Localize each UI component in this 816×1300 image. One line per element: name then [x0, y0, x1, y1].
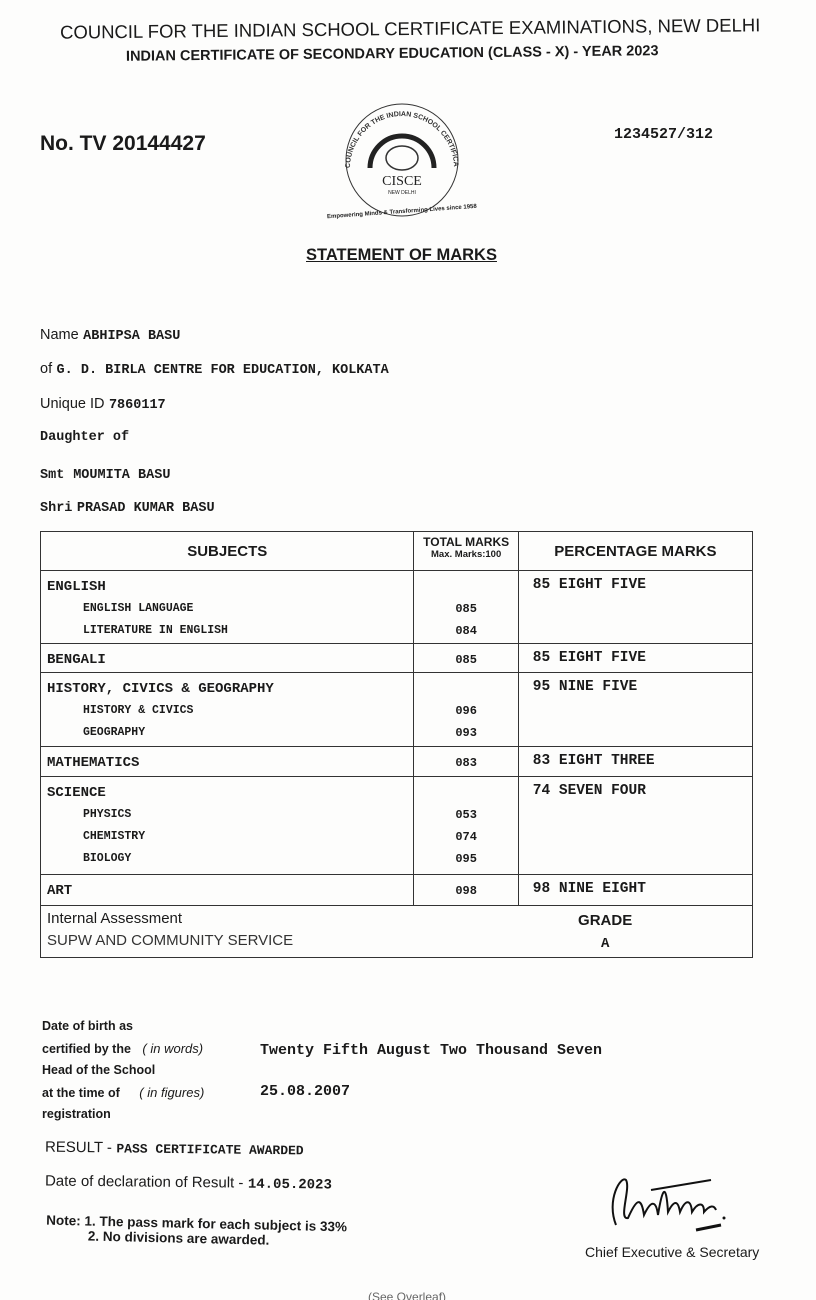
dob-words: Twenty Fifth August Two Thousand Seven	[260, 1042, 603, 1059]
mother-name: MOUMITA BASU	[73, 468, 171, 483]
percentage-marks: 74 SEVEN FOUR	[532, 783, 646, 799]
school-label: of	[40, 361, 53, 377]
table-row: BENGALI 085 85 EIGHT FIVE	[39, 643, 754, 673]
grade-label: GRADE	[578, 912, 633, 929]
serial-number: 1234527/312	[614, 126, 714, 143]
sub-subject-marks: 096	[455, 704, 477, 718]
sub-subject-name: LITERATURE IN ENGLISH	[83, 624, 228, 637]
sub-subject-name: PHYSICS	[83, 808, 132, 821]
table-row: ART 098 98 NINE EIGHT	[39, 874, 754, 906]
father-label: Shri	[40, 501, 73, 516]
subject-name: BENGALI	[47, 652, 106, 668]
dob-label-2: certified by the	[42, 1041, 131, 1056]
sub-subject-marks: 095	[455, 852, 477, 866]
header-percentage: PERCENTAGE MARKS	[517, 531, 754, 571]
certificate-number: No. TV 20144427	[40, 132, 206, 155]
subject-marks: 098	[455, 884, 477, 898]
sub-subject-name: CHEMISTRY	[83, 830, 146, 843]
table-row: ENGLISH ENGLISH LANGUAGE LITERATURE IN ENG…	[39, 570, 754, 644]
sub-subject-name: BIOLOGY	[83, 852, 132, 865]
sub-subject-marks: 093	[455, 726, 477, 740]
dob-label-5: registration	[42, 1107, 111, 1121]
svg-text:Empowering Minds & Transformin: Empowering Minds & Transforming Lives si…	[327, 204, 478, 220]
percentage-marks: 95 NINE FIVE	[532, 679, 638, 695]
table-row: MATHEMATICS 083 83 EIGHT THREE	[39, 746, 754, 777]
student-name: ABHIPSA BASU	[83, 329, 181, 344]
exam-name: INDIAN CERTIFICATE OF SECONDARY EDUCATIO…	[125, 43, 659, 65]
declaration-label: Date of declaration of Result -	[44, 1172, 244, 1192]
father-name: PRASAD KUMAR BASU	[76, 501, 215, 516]
internal-label: Internal Assessment	[47, 910, 183, 927]
percentage-marks: 83 EIGHT THREE	[532, 753, 655, 769]
result-label: RESULT -	[44, 1138, 113, 1157]
subject-name: ART	[47, 883, 73, 899]
result-value: PASS CERTIFICATE AWARDED	[116, 1141, 304, 1159]
sub-subject-name: GEOGRAPHY	[83, 726, 146, 739]
sub-subject-name: ENGLISH LANGUAGE	[83, 602, 194, 615]
subject-name: HISTORY, CIVICS & GEOGRAPHY	[47, 681, 274, 697]
relation: Daughter of	[40, 430, 130, 445]
signatory-title: Chief Executive & Secretary	[585, 1244, 760, 1260]
subject-name: ENGLISH	[47, 579, 106, 595]
name-label: Name	[40, 327, 79, 343]
grade-value: A	[600, 936, 610, 952]
elephant-icon	[385, 145, 419, 171]
dob-labels: Date of birth as certified by the ( in w…	[42, 1016, 204, 1126]
figures-label: ( in figures)	[139, 1084, 205, 1100]
see-overleaf: (See Overleaf)	[368, 1290, 447, 1300]
table-header: SUBJECTS TOTAL MARKS Max. Marks:100 PERCE…	[39, 531, 754, 571]
note-label: Note:	[46, 1212, 81, 1229]
svg-text:NEW DELHI: NEW DELHI	[388, 190, 416, 196]
sub-subject-marks: 085	[455, 602, 477, 616]
svg-text:CISCE: CISCE	[382, 174, 422, 189]
declaration-date: 14.05.2023	[247, 1176, 332, 1194]
internal-subject: SUPW AND COMMUNITY SERVICE	[47, 932, 294, 949]
table-row: HISTORY, CIVICS & GEOGRAPHY HISTORY & CIV…	[39, 672, 754, 747]
sub-subject-marks: 084	[455, 624, 477, 638]
subject-name: SCIENCE	[47, 785, 106, 801]
internal-assessment-row: Internal Assessment SUPW AND COMMUNITY S…	[39, 905, 754, 958]
sub-subject-marks: 074	[455, 830, 477, 844]
subject-marks: 085	[455, 653, 477, 667]
header-total: TOTAL MARKS	[423, 535, 510, 549]
sub-subject-name: HISTORY & CIVICS	[83, 704, 194, 717]
percentage-marks: 98 NINE EIGHT	[532, 881, 646, 897]
sub-subject-marks: 053	[455, 808, 477, 822]
dob-label-3: Head of the School	[42, 1063, 156, 1077]
cisce-logo: COUNCIL FOR THE INDIAN SCHOOL CERTIFICAT…	[312, 88, 478, 220]
signature	[611, 1178, 726, 1232]
subject-name: MATHEMATICS	[47, 755, 140, 771]
dob-label-4: at the time of	[42, 1085, 120, 1100]
subject-marks: 083	[455, 756, 477, 770]
marks-table: SUBJECTS TOTAL MARKS Max. Marks:100 PERCE…	[39, 531, 754, 958]
words-label: ( in words)	[142, 1040, 204, 1056]
percentage-marks: 85 EIGHT FIVE	[532, 650, 646, 666]
header-subjects: SUBJECTS	[39, 531, 415, 571]
council-name: COUNCIL FOR THE INDIAN SCHOOL CERTIFICAT…	[59, 14, 761, 43]
mother-label: Smt	[40, 468, 65, 483]
table-row: SCIENCE PHYSICS CHEMISTRY BIOLOGY 053 074 095 7…	[39, 776, 754, 875]
unique-id: 7860117	[108, 398, 166, 413]
school-name: G. D. BIRLA CENTRE FOR EDUCATION, KOLKAT…	[56, 363, 389, 378]
header-max: Max. Marks:100	[431, 549, 502, 560]
document-title: STATEMENT OF MARKS	[306, 246, 497, 264]
percentage-marks: 85 EIGHT FIVE	[532, 577, 646, 593]
dob-figures: 25.08.2007	[260, 1083, 351, 1100]
dob-label-1: Date of birth as	[42, 1019, 133, 1033]
uid-label: Unique ID	[40, 396, 105, 412]
